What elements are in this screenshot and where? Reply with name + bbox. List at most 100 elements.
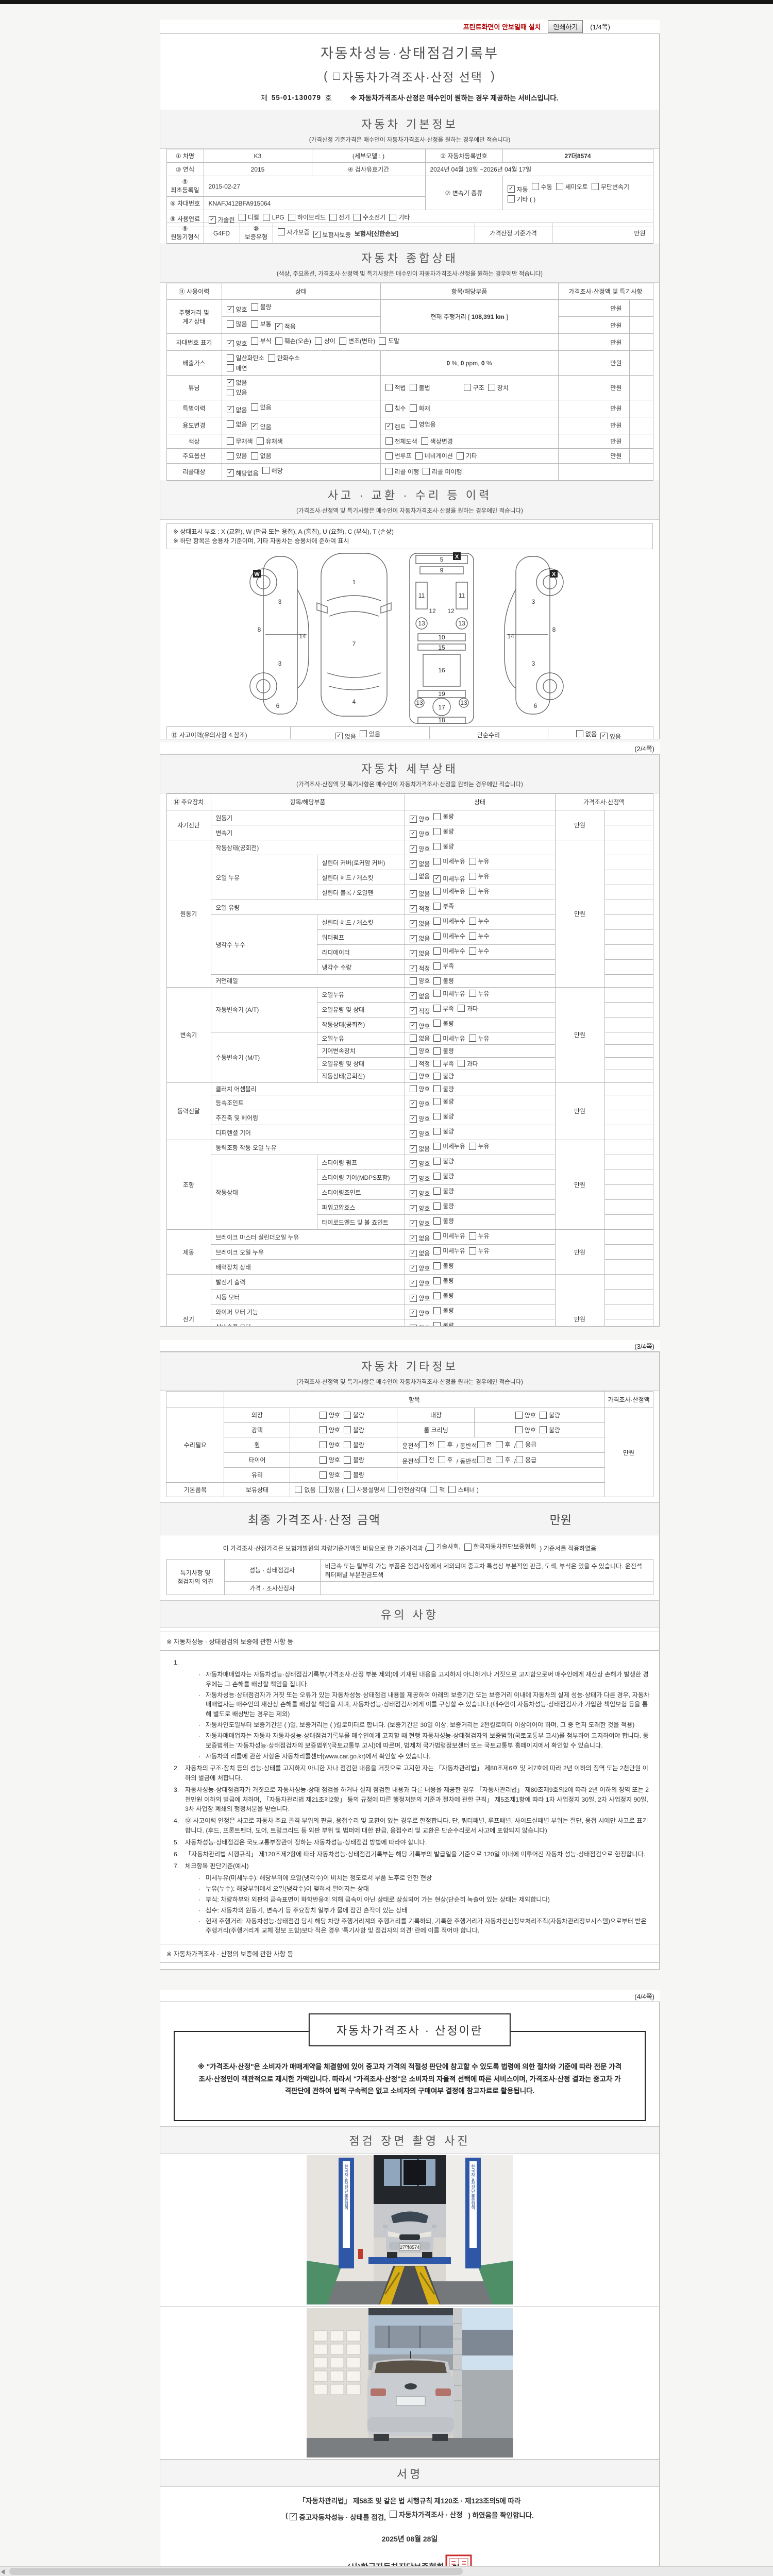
checkbox[interactable]: 미세누유 bbox=[433, 989, 465, 998]
checkbox[interactable]: ✓ 렌트 bbox=[385, 422, 406, 431]
checkbox[interactable]: 누수 bbox=[468, 931, 489, 940]
checkbox[interactable]: 양호 bbox=[515, 1411, 536, 1419]
checkbox[interactable]: 양호 bbox=[409, 1084, 430, 1093]
checkbox[interactable]: 불량 bbox=[433, 1261, 454, 1270]
checkbox[interactable]: 누유 bbox=[468, 1231, 489, 1240]
checkbox[interactable]: 누수 bbox=[468, 946, 489, 955]
checkbox[interactable]: 불량 bbox=[433, 1084, 454, 1093]
checkbox[interactable]: 양호 bbox=[319, 1426, 340, 1434]
checkbox[interactable]: ✓ 없음 bbox=[409, 934, 430, 943]
checkbox[interactable]: 하이브리드 bbox=[288, 213, 326, 222]
checkbox[interactable]: 불량 bbox=[343, 1426, 364, 1434]
checkbox[interactable]: 자가보증 bbox=[277, 228, 310, 236]
checkbox[interactable]: 불량 bbox=[433, 1187, 454, 1195]
checkbox[interactable]: 불량 bbox=[433, 1201, 454, 1210]
checkbox[interactable]: 자동차가격조사 · 산정 bbox=[389, 2509, 463, 2519]
checkbox[interactable]: 안전삼각대 bbox=[389, 1485, 426, 1494]
checkbox[interactable]: ✓양호 bbox=[226, 339, 247, 348]
checkbox[interactable]: 불량 bbox=[540, 1426, 560, 1434]
checkbox[interactable]: ✓양호 bbox=[409, 1324, 430, 1326]
checkbox[interactable]: 후 bbox=[495, 1440, 511, 1449]
checkbox[interactable]: 적정 bbox=[409, 1059, 430, 1068]
checkbox[interactable]: 전기 bbox=[329, 213, 350, 222]
checkbox[interactable]: 해당 bbox=[262, 466, 283, 475]
checkbox[interactable]: 없음 bbox=[250, 451, 272, 460]
checkbox[interactable]: 미세누수 bbox=[433, 946, 465, 955]
horizontal-scrollbar[interactable] bbox=[0, 2566, 773, 2576]
checkbox[interactable]: 많음 bbox=[226, 319, 247, 328]
checkbox[interactable]: 훼손(오손) bbox=[275, 336, 311, 345]
checkbox[interactable]: ✓양호 bbox=[409, 844, 430, 853]
scrollbar-thumb[interactable] bbox=[9, 2568, 463, 2575]
checkbox[interactable]: 수소전기 bbox=[354, 213, 385, 222]
checkbox[interactable]: 불량 bbox=[433, 1172, 454, 1180]
checkbox[interactable]: 전 bbox=[477, 1455, 492, 1464]
checkbox[interactable]: 미세누유 bbox=[433, 1246, 465, 1255]
checkbox[interactable]: 양호 bbox=[319, 1470, 340, 1479]
checkbox[interactable]: 적법 bbox=[385, 383, 406, 392]
install-notice-link[interactable]: 프린트화면이 안보일때 설치 bbox=[463, 23, 541, 31]
checkbox[interactable]: 누유 bbox=[468, 872, 489, 880]
checkbox[interactable]: 불량 bbox=[433, 1321, 454, 1326]
checkbox[interactable]: 누유 bbox=[468, 1034, 489, 1043]
checkbox[interactable]: 누유 bbox=[468, 887, 489, 895]
checkbox[interactable]: 부족 bbox=[433, 902, 454, 910]
checkbox[interactable]: 스패너 ) bbox=[448, 1485, 479, 1494]
checkbox[interactable]: 부족 bbox=[433, 1059, 454, 1068]
checkbox[interactable]: 과다 bbox=[457, 1004, 478, 1013]
checkbox[interactable]: 전체도색 bbox=[385, 437, 417, 446]
checkbox[interactable]: 자동차가격조사·산정 선택 bbox=[333, 67, 483, 85]
checkbox[interactable]: 불량 bbox=[343, 1455, 364, 1464]
checkbox[interactable]: 누유 bbox=[468, 1246, 489, 1255]
checkbox[interactable]: 잭 bbox=[430, 1485, 445, 1494]
checkbox[interactable]: 기술사회, bbox=[427, 1542, 461, 1552]
checkbox[interactable]: 네비게이션 bbox=[415, 451, 453, 460]
checkbox[interactable]: 불량 bbox=[433, 1276, 454, 1285]
checkbox[interactable]: 불량 bbox=[343, 1470, 364, 1479]
checkbox[interactable]: 매연 bbox=[226, 364, 247, 372]
checkbox[interactable]: ✓ 적정 bbox=[409, 964, 430, 973]
checkbox[interactable]: ✓ 없음 bbox=[409, 859, 430, 868]
checkbox[interactable]: 양호 bbox=[409, 976, 430, 985]
checkbox[interactable]: ✓ 없음 bbox=[409, 1144, 430, 1153]
checkbox[interactable]: 누수 bbox=[468, 917, 489, 925]
checkbox[interactable]: 있음 bbox=[360, 730, 380, 738]
checkbox[interactable]: 불량 bbox=[433, 1127, 454, 1136]
checkbox[interactable]: ✓ 자동 bbox=[507, 185, 528, 194]
checkbox[interactable]: 불량 bbox=[433, 1291, 454, 1300]
checkbox[interactable]: ✓양호 bbox=[409, 1279, 430, 1287]
checkbox[interactable]: 부식 bbox=[250, 336, 272, 345]
checkbox[interactable]: ✓ 없음 bbox=[409, 1234, 430, 1243]
checkbox[interactable]: 양호 bbox=[409, 1046, 430, 1055]
checkbox[interactable]: 불량 bbox=[250, 302, 272, 311]
checkbox[interactable]: 탄화수소 bbox=[267, 353, 300, 362]
checkbox[interactable]: ✓ 없음 bbox=[409, 949, 430, 958]
checkbox[interactable]: 색상변경 bbox=[421, 437, 453, 446]
checkbox[interactable]: 일산화탄소 bbox=[226, 353, 264, 362]
checkbox[interactable]: 변조(변타) bbox=[339, 336, 375, 345]
checkbox[interactable]: 미세누유 bbox=[433, 1231, 465, 1240]
checkbox[interactable]: 미세누유 bbox=[433, 887, 465, 895]
checkbox[interactable]: 불량 bbox=[433, 1306, 454, 1315]
checkbox[interactable]: ✓양호 bbox=[409, 829, 430, 838]
checkbox[interactable]: 불량 bbox=[433, 1072, 454, 1080]
checkbox[interactable]: 침수 bbox=[385, 404, 406, 413]
checkbox[interactable]: 응급 bbox=[515, 1455, 536, 1464]
checkbox[interactable]: ✓양호 bbox=[409, 1114, 430, 1123]
checkbox[interactable]: 불량 bbox=[433, 976, 454, 985]
checkbox[interactable]: 불량 bbox=[433, 827, 454, 836]
checkbox[interactable]: 도말 bbox=[379, 336, 399, 345]
checkbox[interactable]: 불량 bbox=[343, 1440, 364, 1449]
checkbox[interactable]: 양호 bbox=[319, 1411, 340, 1419]
checkbox[interactable]: 과다 bbox=[457, 1059, 478, 1068]
checkbox[interactable]: 미세누수 bbox=[433, 931, 465, 940]
checkbox[interactable]: 불량 bbox=[433, 842, 454, 851]
checkbox[interactable]: 썬루프 bbox=[385, 451, 412, 460]
checkbox[interactable]: ✓ 적음 bbox=[275, 322, 296, 331]
checkbox[interactable]: ✓양호 bbox=[409, 1309, 430, 1317]
checkbox[interactable]: ✓ 없음 bbox=[409, 1249, 430, 1258]
checkbox[interactable]: 부족 bbox=[433, 1004, 454, 1013]
checkbox[interactable]: ✓양호 bbox=[409, 1022, 430, 1030]
checkbox[interactable]: 리콜 미이행 bbox=[423, 467, 462, 476]
checkbox[interactable]: ✓ 적정 bbox=[409, 1007, 430, 1015]
